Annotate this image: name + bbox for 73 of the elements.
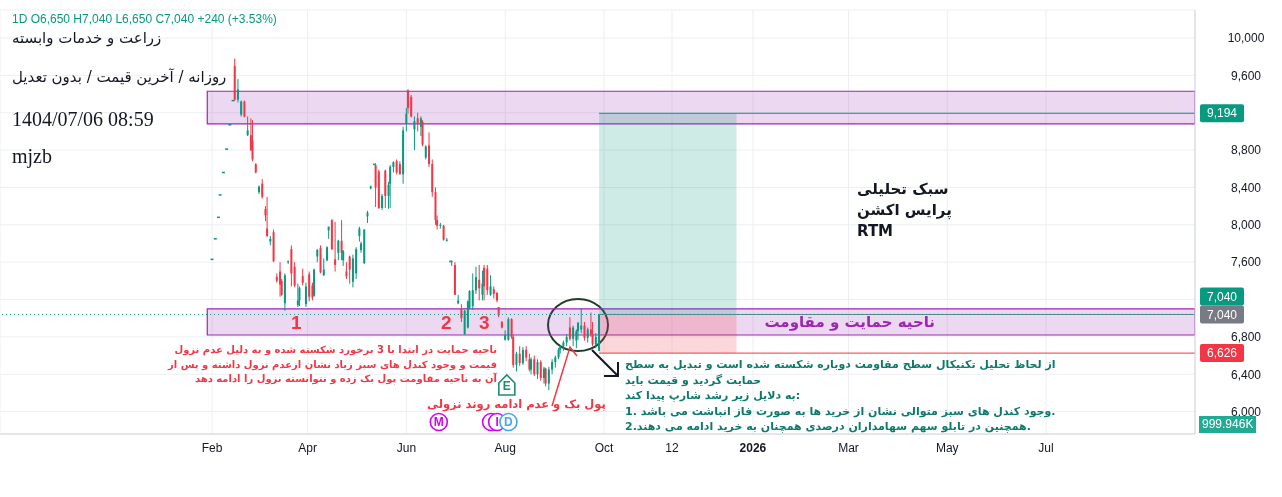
- x-tick-label: Jul: [1038, 441, 1054, 456]
- y-tick-label: 8,400: [1230, 180, 1262, 195]
- candlestick: [326, 245, 329, 262]
- annotation: 2: [441, 312, 452, 334]
- ref-line-label: 9,194: [1206, 106, 1238, 121]
- candlestick: [389, 164, 392, 209]
- candlestick: [348, 255, 351, 285]
- candlestick: [478, 264, 481, 301]
- candlestick: [416, 112, 419, 132]
- candlestick: [483, 264, 486, 301]
- annotation: mjzb: [12, 145, 52, 168]
- y-tick-label: 7,600: [1230, 255, 1262, 270]
- annotation: E: [502, 379, 511, 394]
- candlestick: [251, 119, 254, 162]
- ref-line-label: 6,626: [1206, 346, 1238, 361]
- candlestick: [536, 358, 539, 380]
- candlestick: [518, 345, 521, 367]
- annotation: 3: [479, 312, 490, 334]
- annotation: ناحیه حمایت در ابتدا با 3 برخورد شکسته شده و به دلیل عدم نزول قیمت و وجود کندل های سبز زیاد نشان ازعدم نزول داشته و پس از آن به ناحیه مقاومت پول بک زده و نتوانسته نزول را ادامه دهد: [168, 343, 497, 387]
- y-tick-label: 6,000: [1230, 404, 1262, 419]
- candlestick: [413, 115, 416, 151]
- candlestick: [507, 316, 510, 342]
- annotation: 1D O6,650 H7,040 L6,650 C7,040 +240 (+3.53%): [12, 12, 277, 26]
- y-tick-label: 6,400: [1230, 367, 1262, 382]
- x-tick-label: Mar: [838, 441, 859, 456]
- candlestick: [304, 282, 307, 308]
- candlestick: [486, 264, 489, 296]
- annotation: 1: [291, 312, 302, 334]
- ref-line-label: 7,040: [1206, 307, 1238, 322]
- y-tick-label: 8,800: [1230, 143, 1262, 158]
- annotation: M: [433, 415, 444, 430]
- x-tick-label: Apr: [298, 441, 317, 456]
- candlestick: [258, 185, 260, 195]
- x-tick-label: Jun: [396, 441, 417, 456]
- candlestick: [374, 162, 377, 208]
- candlestick: [568, 316, 571, 342]
- candlestick: [449, 259, 452, 263]
- annotation: 1404/07/06 08:59: [12, 108, 154, 131]
- annotation: سبک تحلیلی پرایس اکشن RTM: [857, 179, 952, 242]
- candlestick: [515, 351, 518, 372]
- candlestick: [489, 274, 492, 297]
- annotation: D: [504, 415, 514, 430]
- x-tick-label: 12: [665, 441, 679, 456]
- candlestick: [583, 321, 586, 342]
- annotation: I: [495, 415, 499, 430]
- candlestick: [246, 115, 249, 137]
- candlestick: [261, 178, 264, 200]
- candlestick: [236, 78, 239, 103]
- text: روزانه / آخرین قیمت / بدون تعدیل: [12, 68, 227, 86]
- y-tick-label: 8,000: [1230, 218, 1262, 233]
- candlestick: [337, 239, 340, 261]
- candlestick: [287, 259, 290, 265]
- y-tick-label: 6,800: [1230, 330, 1262, 345]
- text: 999.946K: [1199, 416, 1257, 433]
- x-tick-label: Oct: [594, 441, 614, 456]
- candlestick: [334, 221, 337, 272]
- x-tick-label: May: [935, 441, 959, 456]
- annotation: پول بک و عدم ادامه روند نزولی: [427, 397, 606, 411]
- y-tick-label: 10,000: [1227, 31, 1265, 46]
- candlestick: [533, 355, 536, 377]
- x-tick-label: 2026: [739, 441, 767, 456]
- candlestick: [572, 325, 575, 347]
- annotation: از لحاظ تحلیل تکنیکال سطح مقاومت دوباره شکسته شده است و تبدیل به سطح حمایت گردید و قیمت باید به دلایل زیر رشد شارپ پیدا کند: 1. وجود کندل های سبز متوالی نشان از خرید ها به صورت فاز انباشت می باشد. 2.همچنین در تابلو سهم سهامداران درصدی همچنان به خرید ادامه می دهند.: [625, 357, 1056, 435]
- candlestick: [293, 261, 296, 288]
- ref-line-label: 7,040: [1206, 289, 1238, 304]
- text: زراعت و خدمات وابسته: [12, 29, 162, 47]
- candlestick: [421, 119, 424, 147]
- y-tick-label: 9,600: [1230, 68, 1262, 83]
- candlestick: [419, 115, 422, 137]
- x-tick-label: Feb: [201, 441, 223, 456]
- x-tick-label: Aug: [494, 441, 516, 456]
- band-label: ناحیه حمایت و مقاومت: [764, 313, 935, 332]
- candlestick: [539, 359, 542, 382]
